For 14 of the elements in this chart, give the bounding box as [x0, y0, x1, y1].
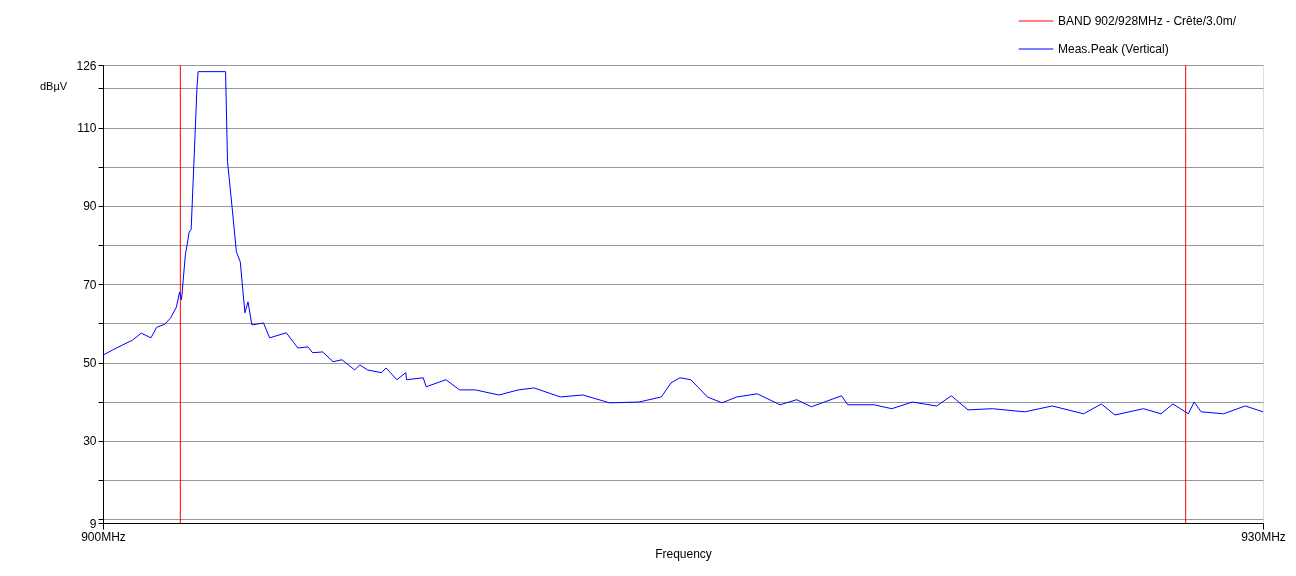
y-axis-title: dBµV — [39, 79, 68, 92]
y-tick-label: 90 — [83, 199, 97, 214]
x-tick-label: 930MHz — [1241, 529, 1286, 544]
x-axis-title: Frequency — [655, 546, 712, 561]
y-tick-label: 9 — [89, 516, 97, 531]
y-tick-label: 70 — [83, 277, 97, 292]
y-tick-label: 126 — [76, 58, 97, 73]
y-tick-label: 30 — [83, 434, 97, 449]
x-tick-label: 900MHz — [81, 529, 126, 544]
line-series — [102, 71, 1264, 416]
y-tick-label: 50 — [83, 356, 97, 370]
y-tick-label: 110 — [77, 121, 97, 136]
legend-label: Meas.Peak (Vertical) — [1058, 42, 1169, 56]
legend-label: BAND 902/928MHz - Crête/3.0m/ — [1058, 14, 1237, 28]
